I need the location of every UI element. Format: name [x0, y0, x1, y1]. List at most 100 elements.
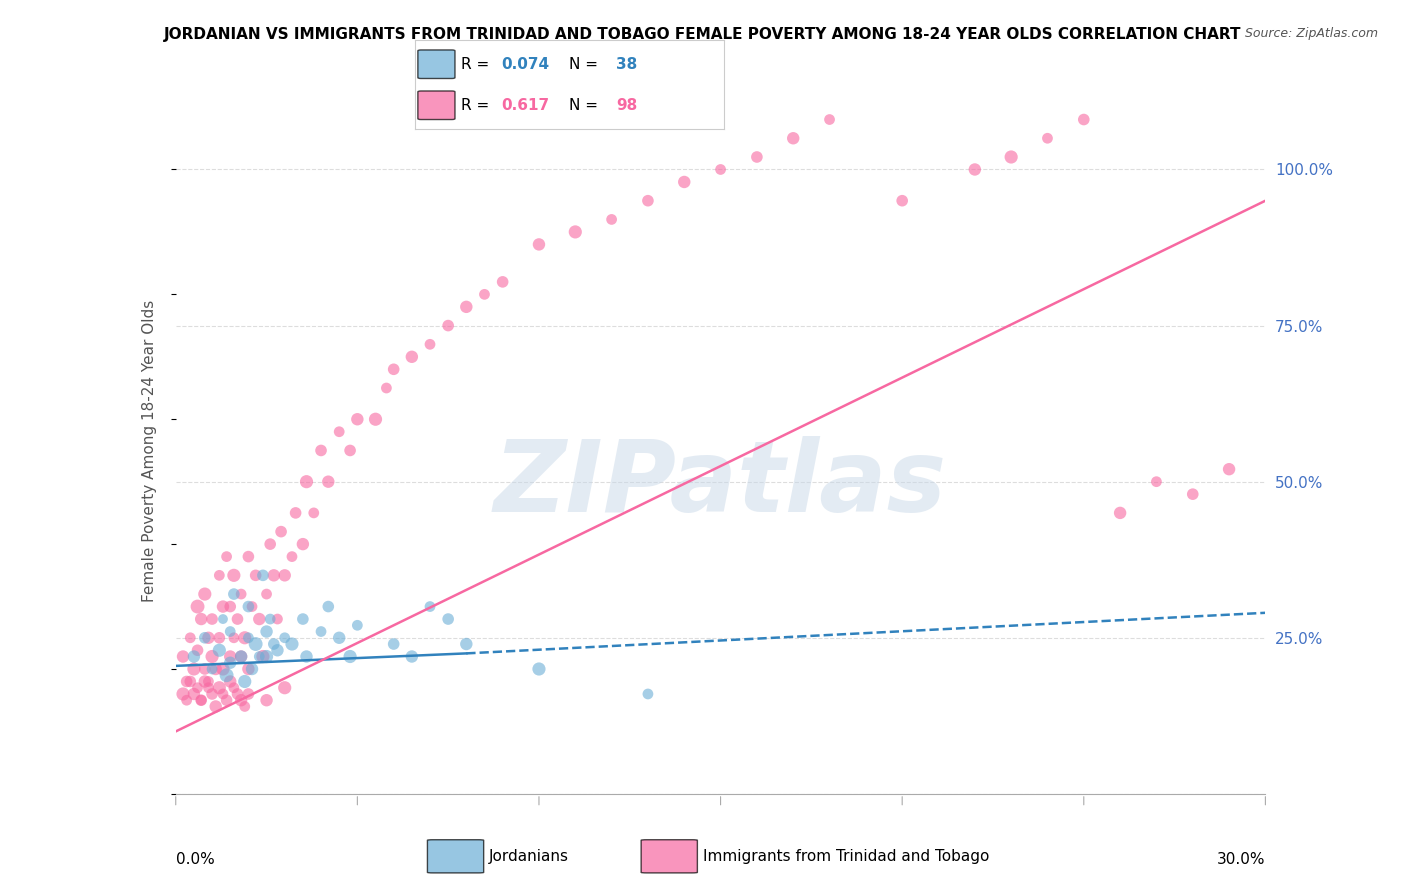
Point [212, 612, 235, 626]
Point [219, 656, 242, 670]
FancyBboxPatch shape [418, 91, 456, 120]
Point [194, 631, 217, 645]
Point [295, 649, 318, 664]
Point [456, 300, 478, 314]
Point [274, 681, 297, 695]
Text: N =: N = [569, 98, 603, 112]
Point [215, 693, 238, 707]
Point [176, 693, 198, 707]
Text: Immigrants from Trinidad and Tobago: Immigrants from Trinidad and Tobago [703, 849, 990, 863]
Point [238, 599, 260, 614]
Point [197, 681, 219, 695]
Point [219, 599, 242, 614]
Text: 0.617: 0.617 [502, 98, 550, 112]
FancyBboxPatch shape [427, 839, 484, 873]
Point [245, 637, 267, 651]
Point [215, 549, 238, 564]
Point [186, 643, 209, 657]
Point [204, 662, 226, 676]
Point [204, 699, 226, 714]
Point [637, 194, 659, 208]
Point [259, 537, 281, 551]
Point [256, 693, 278, 707]
Point [201, 612, 224, 626]
Point [346, 618, 368, 632]
Point [1218, 462, 1240, 476]
Point [212, 599, 235, 614]
Point [183, 649, 205, 664]
Text: 0.074: 0.074 [502, 57, 550, 71]
Point [1146, 475, 1168, 489]
Text: Jordanians: Jordanians [489, 849, 569, 863]
Point [256, 624, 278, 639]
Point [1181, 487, 1204, 501]
Text: Source: ZipAtlas.com: Source: ZipAtlas.com [1244, 27, 1378, 40]
Point [201, 687, 224, 701]
FancyBboxPatch shape [641, 839, 697, 873]
Point [339, 443, 361, 458]
Point [233, 699, 256, 714]
Y-axis label: Female Poverty Among 18-24 Year Olds: Female Poverty Among 18-24 Year Olds [142, 300, 157, 601]
Point [318, 599, 340, 614]
Text: R =: R = [461, 98, 495, 112]
Point [238, 662, 260, 676]
Point [201, 662, 224, 676]
Point [247, 612, 270, 626]
Point [194, 662, 217, 676]
FancyBboxPatch shape [418, 50, 456, 78]
Point [172, 687, 194, 701]
Point [259, 612, 281, 626]
Point [346, 412, 368, 426]
Text: N =: N = [569, 57, 603, 71]
Point [309, 443, 332, 458]
Point [263, 568, 285, 582]
Point [179, 674, 201, 689]
Text: 0.0%: 0.0% [176, 852, 215, 867]
Point [527, 237, 550, 252]
Point [291, 612, 314, 626]
Point [186, 681, 209, 695]
Point [226, 687, 249, 701]
Point [295, 475, 318, 489]
Point [339, 649, 361, 664]
Point [281, 637, 304, 651]
Point [710, 162, 733, 177]
Point [231, 587, 253, 601]
Text: 98: 98 [616, 98, 637, 112]
Point [233, 674, 256, 689]
Point [194, 674, 217, 689]
Point [222, 587, 245, 601]
Point [256, 649, 278, 664]
Point [240, 599, 263, 614]
Point [179, 631, 201, 645]
Point [284, 506, 307, 520]
Point [401, 350, 423, 364]
Point [212, 687, 235, 701]
Point [226, 612, 249, 626]
Point [183, 662, 205, 676]
Point [375, 381, 398, 395]
Point [222, 631, 245, 645]
Point [190, 693, 212, 707]
Point [197, 631, 219, 645]
Point [963, 162, 986, 177]
Point [782, 131, 804, 145]
Point [231, 649, 253, 664]
Point [238, 687, 260, 701]
Point [222, 681, 245, 695]
Point [274, 568, 297, 582]
Point [208, 631, 231, 645]
Point [231, 693, 253, 707]
Point [1000, 150, 1022, 164]
Point [328, 425, 350, 439]
Point [437, 318, 460, 333]
Point [281, 549, 304, 564]
Point [745, 150, 768, 164]
Point [456, 637, 478, 651]
Point [197, 674, 219, 689]
Point [194, 587, 217, 601]
Point [291, 537, 314, 551]
Text: 30.0%: 30.0% [1218, 852, 1265, 867]
Point [1109, 506, 1132, 520]
Point [222, 568, 245, 582]
